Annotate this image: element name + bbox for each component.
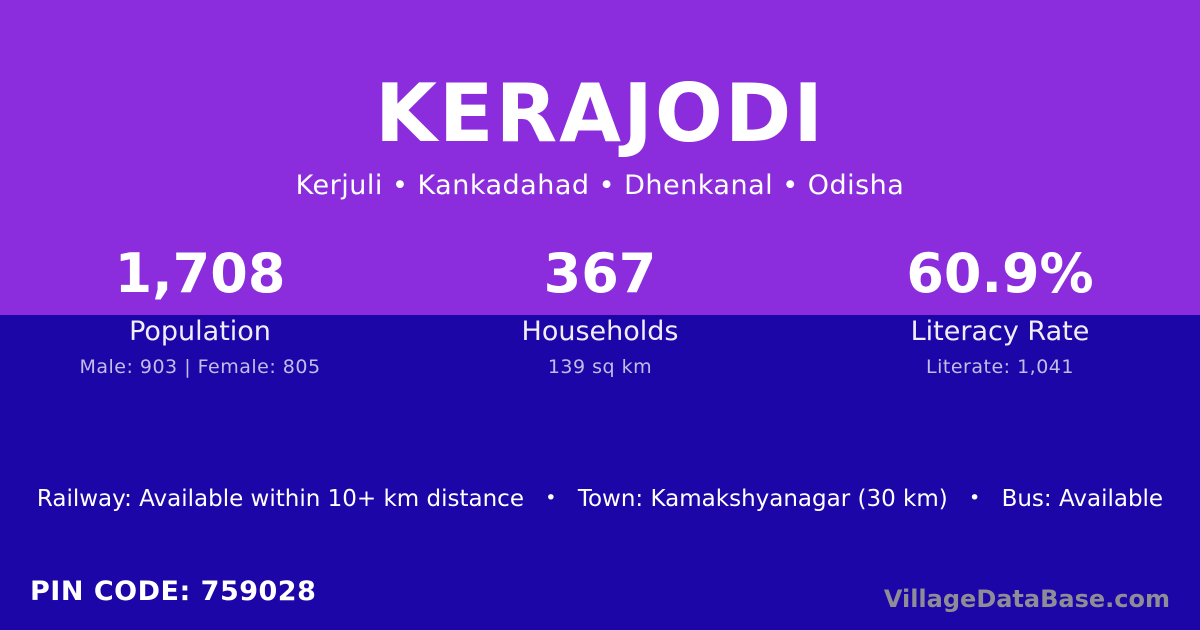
separator-dot: • <box>969 487 981 509</box>
stat-population: 1,708 Population Male: 903 | Female: 805 <box>0 242 400 378</box>
literacy-value: 60.9% <box>906 242 1094 305</box>
location-breadcrumb: Kerjuli • Kankadahad • Dhenkanal • Odish… <box>295 170 905 201</box>
households-label: Households <box>521 315 679 347</box>
literacy-detail: Literate: 1,041 <box>926 355 1074 378</box>
literacy-label: Literacy Rate <box>910 315 1090 347</box>
info-bar: Railway: Available within 10+ km distanc… <box>0 486 1200 512</box>
households-value: 367 <box>543 242 657 305</box>
households-detail: 139 sq km <box>547 355 653 378</box>
pin-code: PIN CODE: 759028 <box>30 576 317 607</box>
village-name-title: KERAJODI <box>374 67 826 160</box>
stat-households: 367 Households 139 sq km <box>400 242 800 378</box>
population-value: 1,708 <box>114 242 286 305</box>
railway-info: Railway: Available within 10+ km distanc… <box>36 486 524 512</box>
bus-info: Bus: Available <box>1001 486 1164 512</box>
stats-row: 1,708 Population Male: 903 | Female: 805… <box>0 242 1200 378</box>
stat-literacy-rate: 60.9% Literacy Rate Literate: 1,041 <box>800 242 1200 378</box>
header: KERAJODI Kerjuli • Kankadahad • Dhenkana… <box>0 67 1200 202</box>
separator-dot: • <box>545 487 557 509</box>
population-detail: Male: 903 | Female: 805 <box>79 355 321 378</box>
population-label: Population <box>129 315 271 347</box>
town-info: Town: Kamakshyanagar (30 km) <box>577 486 948 512</box>
watermark: VillageDataBase.com <box>883 585 1170 613</box>
